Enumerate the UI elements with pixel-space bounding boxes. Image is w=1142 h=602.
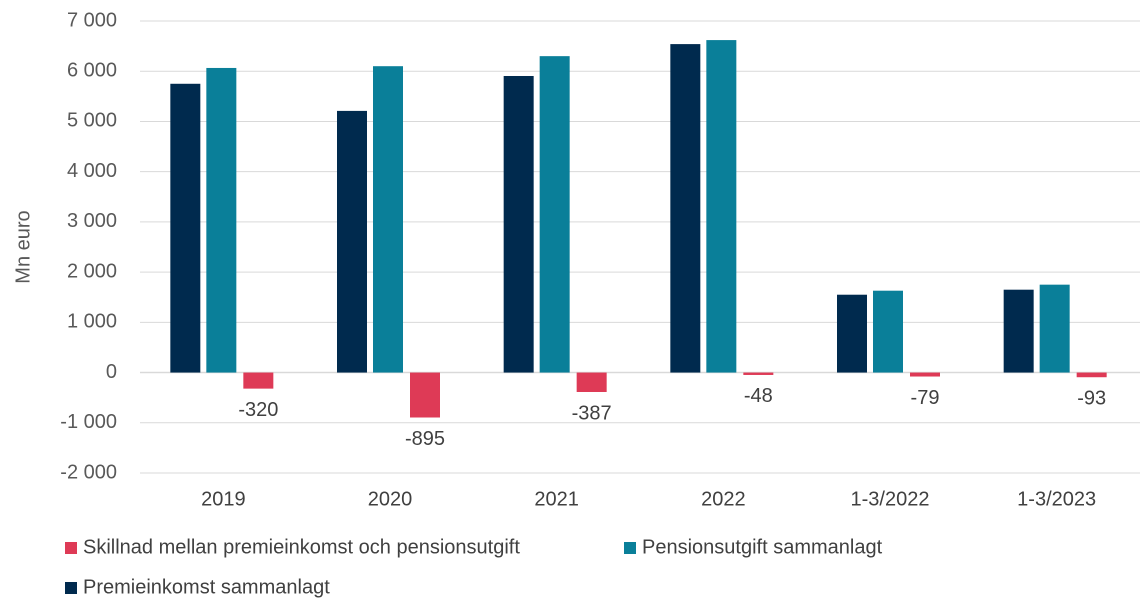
bar	[1076, 372, 1107, 378]
legend-label: Skillnad mellan premieinkomst och pensio…	[83, 536, 520, 558]
y-tick-label: 5 000	[67, 110, 117, 132]
y-tick-label: 2 000	[67, 260, 117, 282]
bar	[503, 75, 534, 373]
bar	[1003, 289, 1034, 373]
y-tick-label: 3 000	[67, 210, 117, 232]
legend-label: Premieinkomst sammanlagt	[83, 576, 330, 598]
bar	[243, 372, 274, 389]
bar	[910, 372, 940, 377]
y-tick-label: 7 000	[67, 9, 117, 31]
legend-swatch	[624, 542, 636, 554]
x-tick-label: 2021	[534, 488, 579, 510]
data-label: -79	[911, 387, 940, 409]
data-label: -387	[572, 402, 612, 424]
y-tick-label: 0	[106, 361, 117, 383]
y-tick-label: 4 000	[67, 160, 117, 182]
bar	[206, 67, 237, 373]
y-tick-label: -1 000	[60, 411, 117, 433]
bar	[576, 372, 607, 392]
bar	[410, 372, 440, 418]
bar	[170, 83, 201, 373]
bar	[873, 290, 903, 373]
y-tick-label: 6 000	[67, 60, 117, 82]
legend-swatch	[65, 542, 77, 554]
bar	[837, 294, 867, 373]
x-tick-label: 1-3/2022	[851, 488, 930, 510]
bar	[706, 40, 737, 373]
bar	[743, 372, 774, 375]
data-label: -48	[744, 385, 773, 407]
y-tick-label: 1 000	[67, 311, 117, 333]
legend-swatch	[65, 582, 77, 594]
bar	[373, 66, 403, 373]
bar	[539, 56, 570, 373]
bar	[337, 110, 367, 373]
y-axis-label: Mn euro	[12, 210, 34, 283]
bar	[1039, 284, 1070, 373]
bar	[670, 44, 701, 373]
y-tick-label: -2 000	[60, 461, 117, 483]
x-tick-label: 2022	[701, 488, 746, 510]
data-label: -320	[238, 399, 278, 421]
x-tick-label: 2019	[201, 488, 246, 510]
x-tick-label: 1-3/2023	[1017, 488, 1096, 510]
data-label: -895	[405, 428, 445, 450]
data-label: -93	[1077, 388, 1106, 410]
x-tick-label: 2020	[368, 488, 413, 510]
legend-label: Pensionsutgift sammanlagt	[642, 536, 883, 558]
